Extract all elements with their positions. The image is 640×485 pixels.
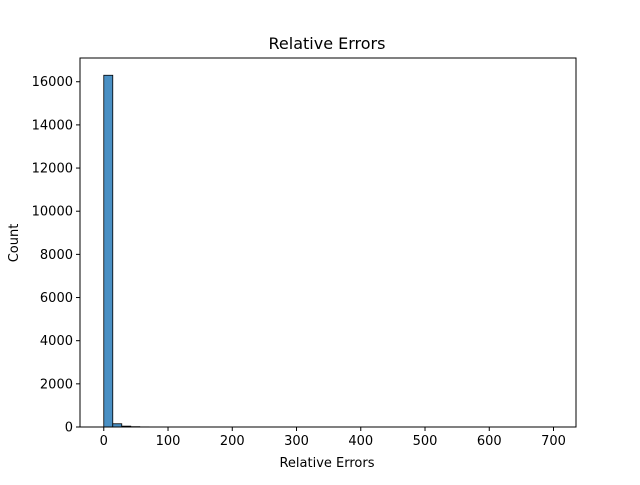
y-tick-label-6: 12000: [32, 162, 73, 177]
y-tick-label-3: 6000: [40, 291, 73, 306]
y-tick-label-1: 2000: [40, 377, 73, 392]
plot-area-frame: [80, 58, 576, 427]
chart-title: Relative Errors: [269, 34, 386, 53]
bars-group: [104, 75, 149, 427]
x-tick-label-2: 200: [220, 434, 245, 449]
y-axis-label: Count: [7, 224, 22, 263]
y-axis: 0 2000 4000 6000 8000 10000 12000 14000 16000: [32, 75, 80, 435]
y-tick-label-8: 16000: [32, 75, 73, 90]
histogram-bar-0: [104, 75, 113, 427]
x-axis-label: Relative Errors: [279, 456, 374, 471]
y-tick-label-5: 10000: [32, 205, 73, 220]
x-tick-label-4: 400: [348, 434, 373, 449]
y-tick-label-0: 0: [65, 421, 73, 436]
y-tick-label-7: 14000: [32, 118, 73, 133]
x-tick-label-6: 600: [477, 434, 502, 449]
x-axis: 0 100 200 300 400 500 600 700: [100, 427, 566, 449]
x-tick-label-5: 500: [413, 434, 438, 449]
y-tick-label-4: 8000: [40, 248, 73, 263]
y-tick-label-2: 4000: [40, 334, 73, 349]
x-tick-label-7: 700: [541, 434, 566, 449]
x-tick-label-0: 0: [100, 434, 108, 449]
x-tick-label-1: 100: [156, 434, 181, 449]
x-tick-label-3: 300: [284, 434, 309, 449]
